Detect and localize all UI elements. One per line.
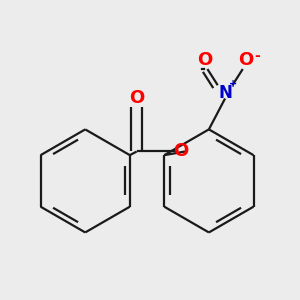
Text: O: O (129, 89, 144, 107)
Text: O: O (197, 51, 212, 69)
Text: N: N (218, 84, 232, 102)
Text: O: O (238, 51, 253, 69)
Text: -: - (255, 49, 260, 63)
Text: O: O (173, 142, 188, 160)
Text: +: + (229, 79, 237, 89)
